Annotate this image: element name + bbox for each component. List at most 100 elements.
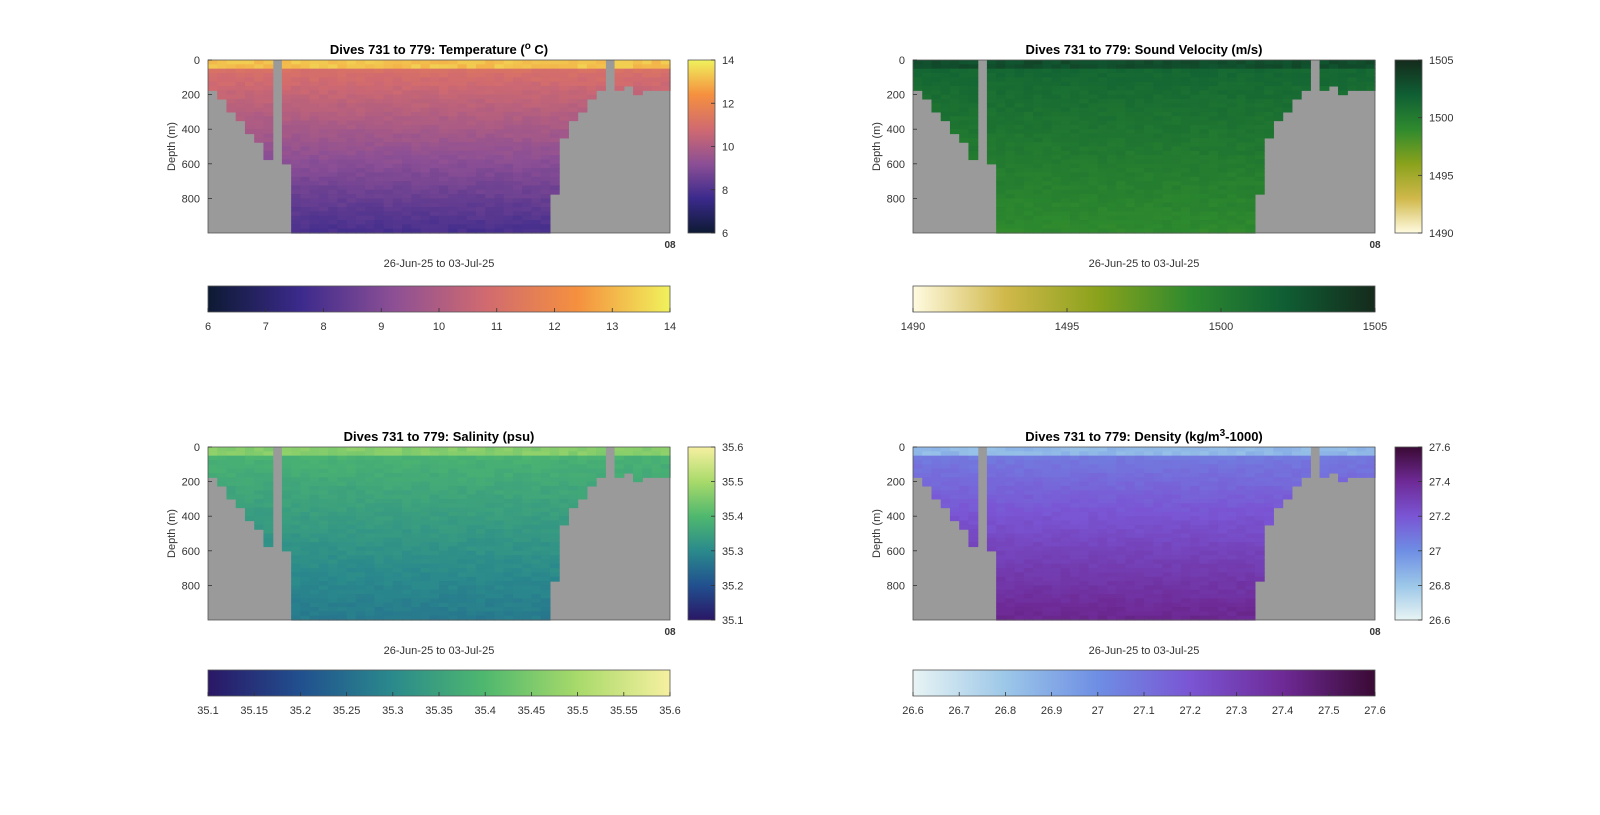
heatmap-cell xyxy=(309,455,320,461)
heatmap-cell xyxy=(549,120,560,126)
heatmap-cell xyxy=(1190,77,1201,83)
heatmap-cell xyxy=(1171,194,1182,199)
heatmap-cell xyxy=(346,228,357,234)
heatmap-cell xyxy=(512,568,523,574)
heatmap-cell xyxy=(1023,155,1034,161)
heatmap-cell xyxy=(1005,150,1016,156)
heatmap-cell xyxy=(1042,111,1053,117)
heatmap-cell xyxy=(466,568,477,574)
heatmap-cell xyxy=(281,529,292,535)
heatmap-cell xyxy=(568,451,579,457)
heatmap-cell xyxy=(402,529,412,535)
heatmap-cell xyxy=(503,485,514,491)
heatmap-cell xyxy=(309,228,320,234)
heatmap-cell xyxy=(309,459,320,465)
heatmap-cell xyxy=(309,111,320,117)
heatmap-cell xyxy=(402,468,412,474)
heatmap-cell xyxy=(1014,207,1025,212)
heatmap-cell xyxy=(1365,64,1376,70)
heatmap-cell xyxy=(1144,85,1154,91)
heatmap-cell xyxy=(374,464,385,470)
heatmap-cell xyxy=(365,198,375,204)
heatmap-cell xyxy=(986,77,997,83)
colorbar-v-tick-label: 14 xyxy=(722,55,734,67)
heatmap-cell xyxy=(475,511,486,517)
heatmap-cell xyxy=(1301,77,1311,83)
heatmap-cell xyxy=(1153,194,1164,199)
heatmap-cell xyxy=(1134,150,1145,156)
heatmap-cell xyxy=(392,607,403,612)
heatmap-cell xyxy=(540,537,551,543)
heatmap-cell xyxy=(1033,542,1043,548)
heatmap-cell xyxy=(429,498,440,504)
heatmap-cell xyxy=(1033,529,1043,535)
heatmap-cell xyxy=(549,146,560,152)
heatmap-cell xyxy=(986,516,997,522)
heatmap-cell xyxy=(996,211,1006,217)
heatmap-cell xyxy=(439,494,449,500)
heatmap-cell xyxy=(642,81,653,87)
heatmap-cell xyxy=(996,472,1006,478)
heatmap-cell xyxy=(392,124,403,130)
heatmap-cell xyxy=(1227,60,1237,65)
heatmap-cell xyxy=(291,150,301,156)
heatmap-cell xyxy=(1180,224,1191,230)
heatmap-cell xyxy=(392,507,403,513)
heatmap-cell xyxy=(309,550,320,556)
heatmap-cell xyxy=(1070,94,1080,100)
heatmap-cell xyxy=(355,194,366,199)
heatmap-cell xyxy=(383,494,394,500)
heatmap-cell xyxy=(448,137,459,143)
heatmap-cell xyxy=(1208,90,1219,96)
heatmap-cell xyxy=(522,98,532,104)
heatmap-cell xyxy=(1051,494,1062,500)
heatmap-cell xyxy=(466,137,477,143)
heatmap-cell xyxy=(328,524,338,530)
heatmap-cell xyxy=(402,576,412,582)
heatmap-cell xyxy=(402,150,412,156)
heatmap-cell xyxy=(531,602,542,608)
heatmap-cell xyxy=(328,163,338,169)
heatmap-cell xyxy=(968,472,979,478)
heatmap-cell xyxy=(235,490,246,496)
heatmap-cell xyxy=(1088,68,1099,74)
heatmap-cell xyxy=(365,459,375,465)
heatmap-cell xyxy=(475,481,486,487)
heatmap-cell xyxy=(522,520,532,526)
heatmap-cell xyxy=(1023,507,1034,513)
heatmap-cell xyxy=(1116,524,1127,530)
heatmap-cell xyxy=(1033,472,1043,478)
heatmap-cell xyxy=(217,77,228,83)
heatmap-cell xyxy=(1060,168,1071,174)
heatmap-cell xyxy=(540,64,551,70)
heatmap-cell xyxy=(1227,159,1237,165)
heatmap-cell xyxy=(244,459,255,465)
heatmap-cell xyxy=(355,189,366,195)
heatmap-cell xyxy=(365,447,375,452)
heatmap-cell xyxy=(318,485,329,491)
heatmap-cell xyxy=(337,555,348,561)
heatmap-cell xyxy=(1162,120,1173,126)
heatmap-cell xyxy=(922,481,933,487)
heatmap-cell xyxy=(291,455,301,461)
heatmap-cell xyxy=(1097,511,1108,517)
heatmap-cell xyxy=(1023,533,1034,539)
heatmap-cell xyxy=(1116,585,1127,591)
heatmap-cell xyxy=(596,464,606,470)
heatmap-cell xyxy=(549,498,560,504)
heatmap-cell xyxy=(1042,602,1053,608)
heatmap-cell xyxy=(337,447,348,452)
heatmap-cell xyxy=(1144,163,1154,169)
heatmap-cell xyxy=(365,90,375,96)
heatmap-cell xyxy=(254,503,265,509)
heatmap-cell xyxy=(1014,594,1025,599)
heatmap-cell xyxy=(383,550,394,556)
heatmap-cell xyxy=(494,220,505,225)
heatmap-cell xyxy=(1227,168,1237,174)
heatmap-cell xyxy=(1097,176,1108,182)
heatmap-cell xyxy=(1079,563,1090,569)
heatmap-cell xyxy=(383,598,394,604)
heatmap-cell xyxy=(959,459,970,465)
heatmap-cell xyxy=(1338,77,1348,83)
heatmap-cell xyxy=(355,94,366,100)
